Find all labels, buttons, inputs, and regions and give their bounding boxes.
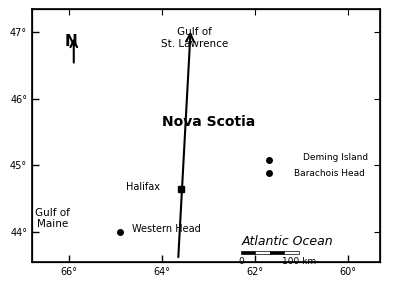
Text: Deming Island: Deming Island [304, 153, 368, 162]
Text: 100 km: 100 km [282, 257, 316, 266]
Text: Nova Scotia: Nova Scotia [162, 115, 255, 129]
Text: Halifax: Halifax [126, 182, 160, 192]
Bar [241, 251, 255, 254]
Bar [270, 251, 284, 254]
Text: Gulf of
St. Lawrence: Gulf of St. Lawrence [161, 27, 228, 49]
Text: Barachois Head: Barachois Head [294, 169, 365, 178]
Bar [284, 251, 299, 254]
Text: Western Head: Western Head [132, 223, 200, 234]
Text: 0: 0 [238, 257, 244, 266]
Text: Gulf of
Maine: Gulf of Maine [36, 208, 70, 229]
Text: N: N [65, 34, 78, 49]
Bar [255, 251, 270, 254]
Text: Atlantic Ocean: Atlantic Ocean [241, 235, 333, 249]
